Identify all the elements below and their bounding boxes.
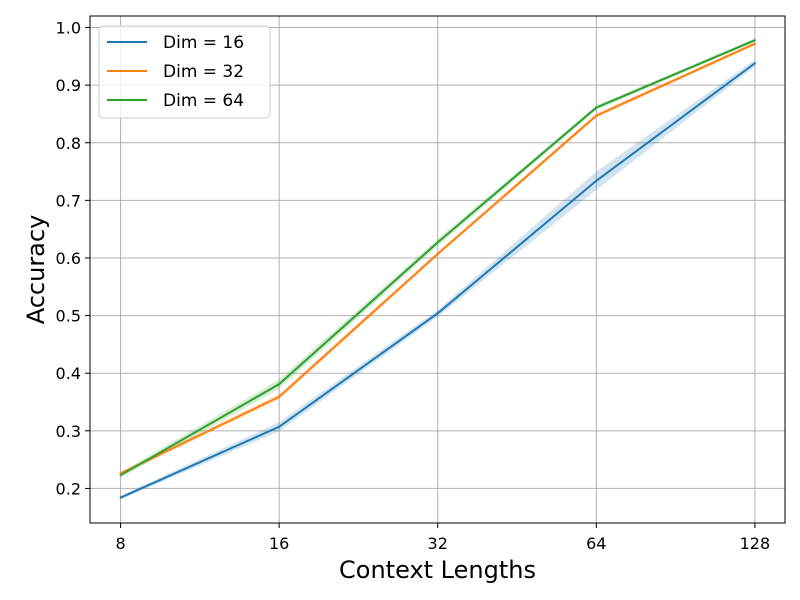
legend: Dim = 16 Dim = 32 Dim = 64 — [98, 25, 271, 119]
data-point — [595, 114, 598, 117]
data-point — [278, 383, 281, 386]
data-point — [278, 425, 281, 428]
y-tick-label: 0.6 — [56, 249, 81, 268]
y-axis-ticks: 0.2 0.3 0.4 0.5 0.6 0.7 0.8 0.9 1.0 — [56, 19, 90, 498]
data-point — [278, 395, 281, 398]
y-tick-label: 0.3 — [56, 422, 81, 441]
y-axis-label: Accuracy — [22, 215, 50, 325]
y-tick-label: 0.4 — [56, 364, 81, 383]
y-tick-label: 0.2 — [56, 479, 81, 498]
x-tick-label: 16 — [269, 534, 289, 553]
y-tick-label: 1.0 — [56, 19, 81, 38]
data-point — [119, 474, 122, 477]
y-tick-label: 0.5 — [56, 307, 81, 326]
data-point — [119, 496, 122, 499]
data-point — [595, 106, 598, 109]
y-tick-label: 0.7 — [56, 191, 81, 210]
legend-entry: Dim = 16 — [163, 33, 244, 53]
data-point — [595, 179, 598, 182]
x-tick-label: 128 — [740, 534, 771, 553]
x-tick-label: 32 — [428, 534, 448, 553]
legend-entry: Dim = 32 — [163, 62, 244, 82]
data-point — [753, 42, 756, 45]
data-point — [753, 62, 756, 65]
data-point — [436, 241, 439, 244]
x-tick-label: 8 — [115, 534, 125, 553]
grid-lines — [90, 16, 785, 523]
x-axis-ticks: 8 16 32 64 128 — [115, 523, 770, 553]
series-lines — [119, 39, 756, 499]
legend-entry: Dim = 64 — [163, 91, 244, 111]
legend-box — [98, 25, 271, 119]
x-axis-label: Context Lengths — [339, 556, 536, 584]
data-point — [436, 312, 439, 315]
data-point — [436, 252, 439, 255]
y-tick-label: 0.8 — [56, 134, 81, 153]
y-tick-label: 0.9 — [56, 76, 81, 95]
data-point — [753, 39, 756, 42]
x-tick-label: 64 — [586, 534, 606, 553]
